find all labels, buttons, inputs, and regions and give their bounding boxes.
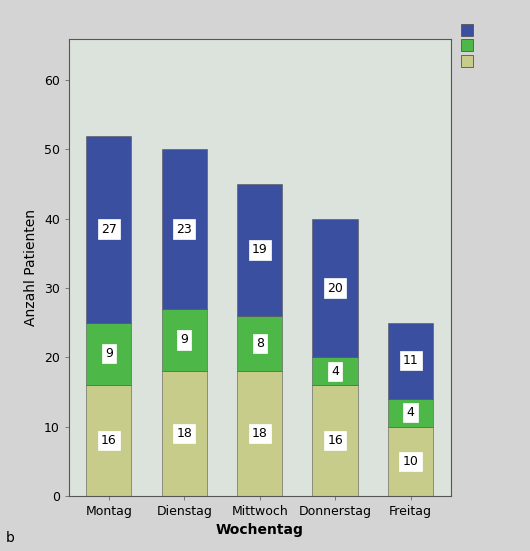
- Bar: [313, 219, 358, 357]
- Text: 4: 4: [407, 406, 414, 419]
- Bar: [237, 184, 282, 316]
- Text: 11: 11: [403, 354, 418, 368]
- Bar: [162, 371, 207, 496]
- Y-axis label: Anzahl Patienten: Anzahl Patienten: [24, 209, 38, 326]
- Text: b: b: [5, 532, 14, 545]
- Text: 4: 4: [331, 365, 339, 377]
- Text: 9: 9: [180, 333, 188, 347]
- Bar: [313, 385, 358, 496]
- Bar: [162, 149, 207, 309]
- Text: 27: 27: [101, 223, 117, 236]
- Bar: [313, 357, 358, 385]
- Text: 16: 16: [327, 434, 343, 447]
- Bar: [388, 426, 433, 496]
- Bar: [388, 399, 433, 426]
- Bar: [388, 323, 433, 399]
- Text: 18: 18: [176, 427, 192, 440]
- Text: 19: 19: [252, 244, 268, 256]
- Bar: [162, 309, 207, 371]
- Bar: [86, 385, 131, 496]
- Text: 18: 18: [252, 427, 268, 440]
- Bar: [237, 371, 282, 496]
- Bar: [86, 323, 131, 385]
- Text: 8: 8: [255, 337, 264, 350]
- Text: 10: 10: [403, 455, 419, 468]
- X-axis label: Wochentag: Wochentag: [216, 523, 304, 537]
- Text: 23: 23: [176, 223, 192, 236]
- Bar: [237, 316, 282, 371]
- Text: 16: 16: [101, 434, 117, 447]
- Bar: [86, 136, 131, 323]
- Text: 9: 9: [105, 347, 113, 360]
- Text: 20: 20: [327, 282, 343, 295]
